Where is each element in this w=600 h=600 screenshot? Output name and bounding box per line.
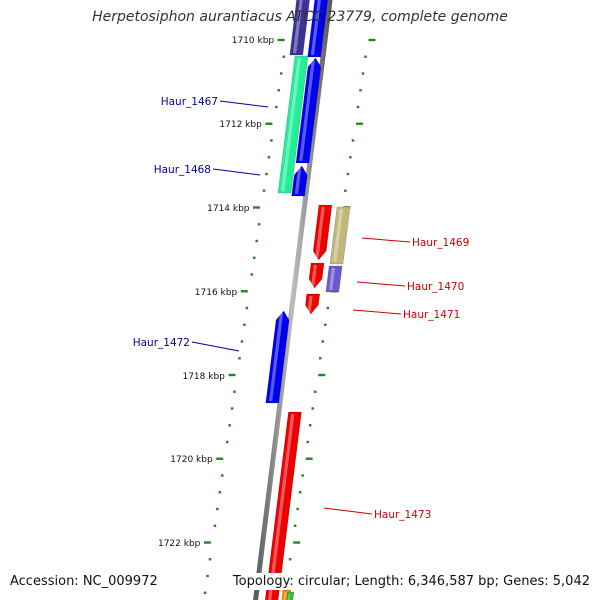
gene-haur-1469 (312, 204, 333, 261)
gene-feature (329, 206, 351, 265)
summary-text: Topology: circular; Length: 6,346,587 bp… (230, 573, 592, 590)
gene-haur-1472 (265, 310, 290, 404)
ruler-label: 1712 kbp (219, 120, 262, 130)
gene-highlight (294, 167, 302, 195)
leader-line (323, 507, 373, 515)
leader-line (191, 341, 240, 352)
gene-highlight (268, 312, 284, 402)
gene-highlight (310, 0, 321, 56)
gene-highlight (311, 264, 317, 287)
gene-feature (295, 57, 322, 164)
ruler-label: 1722 kbp (158, 539, 201, 549)
map-title: Herpetosiphon aurantiacus ATCC 23779, co… (92, 9, 508, 25)
gene-label: Haur_1469 (412, 237, 469, 249)
gene-label: Haur_1472 (133, 337, 190, 349)
gene-highlight (307, 295, 313, 313)
gene-haur-1468 (291, 165, 308, 197)
gene-feature (307, 0, 329, 58)
gene-haur-1470 (325, 265, 343, 293)
ruler-label: 1720 kbp (170, 455, 213, 465)
leader-line (219, 100, 269, 108)
leader-line (361, 237, 411, 243)
leader-line (356, 281, 406, 287)
ruler-label: 1718 kbp (182, 372, 225, 382)
gene-label: Haur_1473 (374, 509, 431, 521)
accession-text: Accession: NC_009972 (8, 573, 160, 590)
gene-highlight (315, 206, 325, 259)
gene-highlight (329, 267, 336, 291)
gene-highlight (299, 59, 315, 162)
gene-label: Haur_1470 (407, 281, 464, 293)
gene-highlight (281, 57, 301, 192)
gene-haur-1473 (264, 411, 302, 600)
gene-label: Haur_1471 (403, 309, 460, 321)
genome-backbone (253, 0, 333, 600)
gene-label: Haur_1467 (161, 96, 218, 108)
gene-highlight (268, 413, 295, 600)
gene-feature (289, 0, 310, 56)
gene-label: Haur_1468 (154, 164, 211, 176)
gene-highlight (333, 208, 343, 263)
gene-highlight (292, 0, 303, 54)
gene-highlight (288, 593, 291, 600)
ruler-label: 1710 kbp (232, 36, 275, 46)
gene-haur-1471 (305, 293, 321, 315)
ruler-label: 1714 kbp (207, 204, 250, 214)
leader-line (212, 168, 261, 176)
ruler-label: 1716 kbp (195, 288, 238, 298)
gene-feature (286, 591, 295, 600)
gene-highlight (283, 591, 287, 600)
gene-feature (308, 262, 325, 289)
leader-line (352, 309, 402, 315)
gene-haur-1467 (277, 55, 309, 194)
